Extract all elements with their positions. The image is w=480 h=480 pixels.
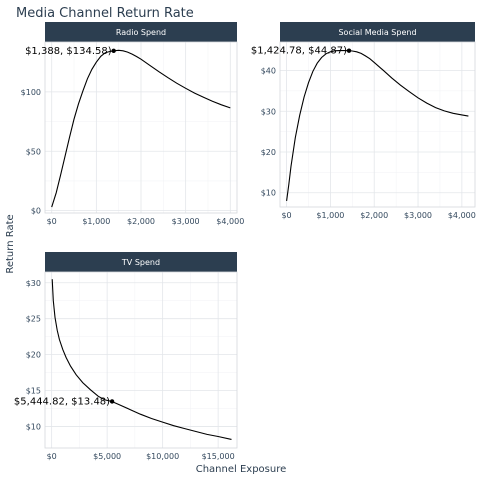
optimum-label: $5,444.82, $13.48): [14, 396, 110, 407]
panel-strip: [45, 252, 237, 272]
panel-3: TV Spend $0 $5,000 $10,000 $15,000 $10 $15 $20 $…: [14, 252, 238, 461]
x-tick-label: $10,000: [146, 452, 179, 461]
series-line: [51, 279, 232, 440]
y-tick-label: $0: [31, 207, 41, 216]
x-tick-label: $1,000: [316, 211, 344, 220]
x-tick-label: $4,000: [216, 217, 244, 226]
panel-strip-label: Radio Spend: [116, 28, 166, 37]
x-tick-label: $2,000: [360, 211, 388, 220]
y-tick-label: $15: [26, 387, 41, 396]
panel-border: [279, 41, 476, 208]
optimum-point: [346, 48, 352, 53]
y-tick-label: $10: [261, 189, 276, 198]
x-tick-label: $0: [47, 217, 57, 226]
y-tick-label: $30: [261, 107, 276, 116]
optimum-label: $1,388, $134.58): [25, 46, 112, 57]
panel-strip: [45, 22, 237, 42]
panel-border: [44, 41, 238, 214]
optimum-point: [109, 399, 115, 404]
y-tick-label: $40: [261, 67, 276, 76]
y-tick-label: $50: [26, 147, 41, 156]
panel-strip-label: Social Media Spend: [338, 28, 416, 37]
x-tick-label: $0: [281, 211, 291, 220]
panel-1: Radio Spend $0 $1,000 $2,000 $3,000 $4,000 $0 $…: [21, 22, 244, 226]
x-tick-label: $4,000: [448, 211, 476, 220]
panel-2: Social Media Spend $0 $1,000 $2,000 $3,000 $4…: [251, 22, 476, 220]
x-axis-title: Channel Exposure: [196, 464, 287, 475]
optimum-point: [111, 48, 116, 54]
chart-title: Media Channel Return Rate: [16, 6, 194, 21]
x-tick-label: $5,000: [93, 452, 121, 461]
series-line: [286, 50, 469, 201]
panel-strip: [280, 22, 475, 42]
y-tick-label: $20: [26, 351, 41, 360]
series-line: [51, 49, 231, 208]
y-tick-label: $30: [26, 279, 41, 288]
x-tick-label: $1,000: [82, 217, 110, 226]
x-tick-label: $0: [47, 452, 57, 461]
y-tick-label: $20: [261, 148, 276, 157]
x-tick-label: $2,000: [127, 217, 155, 226]
optimum-label: $1,424.78, $44.87): [251, 46, 347, 57]
panel-strip-label: TV Spend: [121, 258, 160, 267]
x-tick-label: $15,000: [202, 452, 235, 461]
panel-border: [44, 271, 238, 449]
y-axis-title: Return Rate: [5, 214, 16, 273]
panels: Radio Spend $0 $1,000 $2,000 $3,000 $4,000 $0 $…: [14, 22, 476, 461]
y-tick-label: $25: [26, 315, 41, 324]
y-tick-label: $10: [26, 422, 41, 431]
y-tick-label: $100: [21, 88, 41, 97]
x-tick-label: $3,000: [404, 211, 432, 220]
x-tick-label: $3,000: [172, 217, 200, 226]
